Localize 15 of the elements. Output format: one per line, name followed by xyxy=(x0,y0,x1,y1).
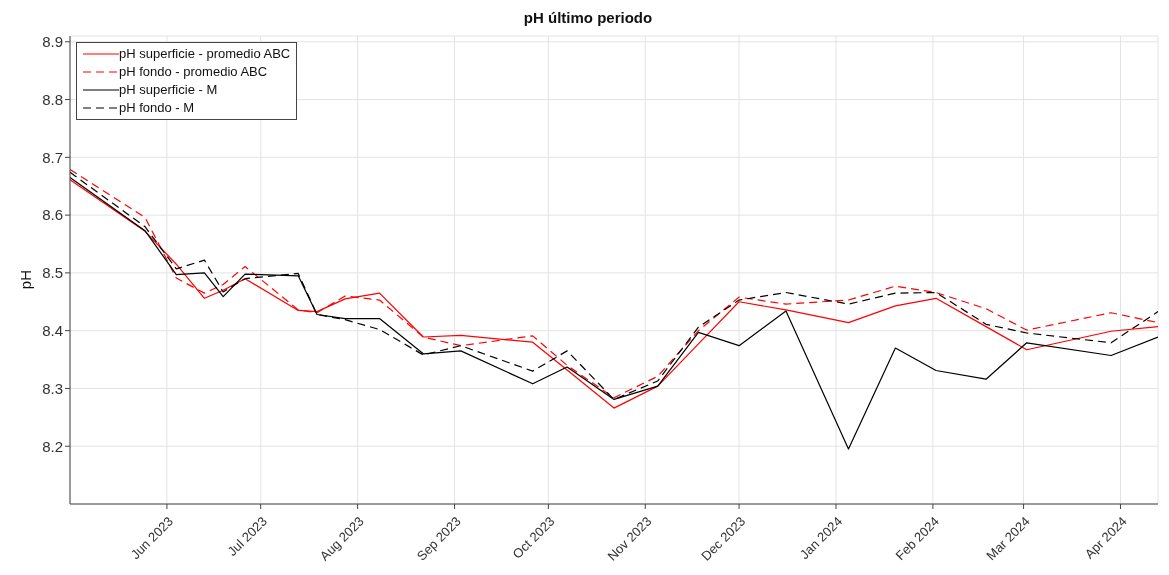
y-tick-label: 8.7 xyxy=(42,148,63,166)
y-tick-label: 8.6 xyxy=(42,206,63,224)
line-series xyxy=(70,176,1158,450)
y-tick-label: 8.2 xyxy=(42,437,63,455)
y-tick-label: 8.8 xyxy=(42,90,63,108)
legend-label: pH fondo - M xyxy=(119,100,195,116)
chart-title: pH último periodo xyxy=(522,8,654,28)
y-tick-label: 8.9 xyxy=(42,33,63,51)
legend-label: pH superficie - M xyxy=(119,82,218,98)
legend-label: pH fondo - promedio ABC xyxy=(119,64,268,80)
legend-label: pH superficie - promedio ABC xyxy=(119,46,291,62)
y-tick-label: 8.3 xyxy=(42,379,63,397)
y-tick-label: 8.4 xyxy=(42,321,63,339)
y-axis-title: pH xyxy=(17,270,35,290)
y-tick-label: 8.5 xyxy=(42,264,63,282)
